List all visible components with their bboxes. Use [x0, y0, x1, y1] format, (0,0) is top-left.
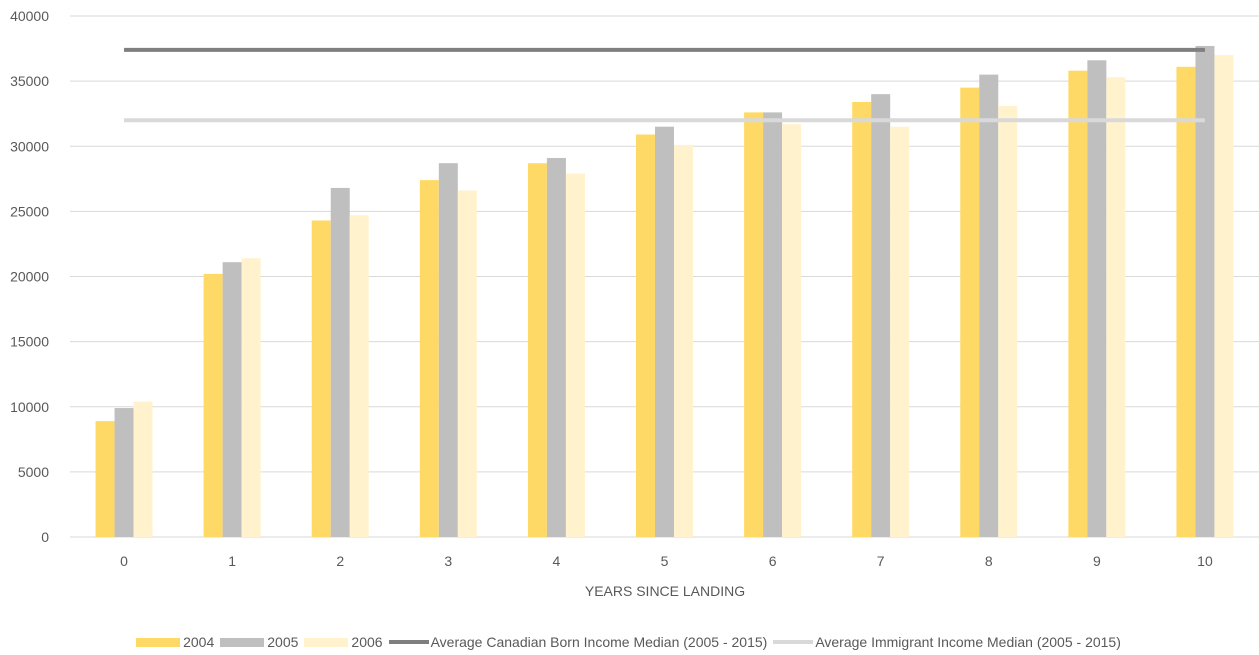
bar-2006-6 [782, 124, 802, 538]
bar-2005-0 [114, 408, 134, 537]
bar-2006-4 [565, 173, 585, 538]
bar-2004-7 [852, 101, 872, 537]
legend-label: Average Immigrant Income Median (2005 - … [815, 634, 1121, 650]
legend-label: 2006 [351, 634, 383, 650]
bar-2004-5 [636, 134, 655, 537]
x-tick-label: 9 [1093, 553, 1101, 569]
bar-2005-9 [1087, 60, 1107, 537]
bar-2004-10 [1176, 66, 1196, 538]
x-axis-title: YEARS SINCE LANDING [585, 583, 745, 599]
bar-2005-3 [438, 163, 458, 537]
legend-item: Average Canadian Born Income Median (200… [388, 634, 768, 650]
x-tick-label: 3 [444, 553, 452, 569]
x-tick-label: 10 [1197, 553, 1213, 569]
y-tick-label: 40000 [10, 8, 49, 24]
x-tick-label: 8 [985, 553, 993, 569]
x-tick-label: 7 [877, 553, 885, 569]
y-tick-label: 35000 [10, 73, 49, 89]
legend-swatch [136, 637, 181, 647]
y-tick-label: 15000 [10, 334, 49, 350]
bar-2006-7 [890, 126, 910, 538]
bar-2006-10 [1214, 55, 1234, 537]
bar-2006-2 [349, 215, 369, 537]
x-tick-label: 4 [553, 553, 561, 569]
bar-2004-9 [1068, 70, 1088, 537]
bar-2005-6 [763, 112, 783, 537]
bar-2005-10 [1195, 45, 1215, 538]
bar-2005-7 [871, 94, 891, 538]
legend-item: 2005 [220, 634, 298, 650]
bar-2004-8 [960, 87, 980, 537]
bar-2004-0 [95, 421, 115, 537]
x-tick-label: 0 [120, 553, 128, 569]
y-tick-label: 10000 [10, 399, 49, 415]
legend: 2004 2005 2006 Average Canadian Born Income… [0, 632, 1259, 652]
y-tick-label: 5000 [18, 464, 49, 480]
bar-2006-3 [457, 190, 477, 537]
bar-2005-5 [655, 126, 674, 538]
bar-2005-2 [330, 187, 350, 537]
bar-2006-0 [133, 401, 153, 537]
legend-swatch [304, 637, 349, 647]
bar-2004-2 [311, 220, 331, 537]
legend-swatch [388, 640, 429, 644]
y-tick-label: 30000 [10, 138, 49, 154]
legend-item: 2006 [304, 634, 383, 650]
y-tick-label: 0 [41, 529, 49, 545]
x-tick-label: 2 [336, 553, 344, 569]
bar-2005-4 [546, 157, 566, 537]
legend-item: 2004 [136, 634, 214, 650]
x-tick-label: 6 [769, 553, 777, 569]
y-tick-label: 25000 [10, 203, 49, 219]
x-tick-label: 5 [661, 553, 669, 569]
bar-2006-5 [674, 144, 693, 537]
bar-2004-6 [744, 112, 764, 537]
chart: 0 5000 10000 15000 20000 25000 30000 35000 40000… [10, 8, 1259, 599]
bar-2006-1 [241, 258, 261, 537]
legend-swatch [773, 640, 814, 644]
y-axis-tick-labels: 0 5000 10000 15000 20000 25000 30000 35000 40000 [10, 8, 49, 545]
legend-label: 2005 [267, 634, 299, 650]
x-tick-label: 1 [228, 553, 236, 569]
bar-2006-8 [998, 105, 1018, 537]
legend-swatch [220, 637, 265, 647]
reference-lines [124, 47, 1205, 123]
bar-2004-3 [419, 180, 439, 538]
legend-label: 2004 [183, 634, 215, 650]
legend-item: Average Immigrant Income Median (2005 - … [773, 634, 1121, 650]
bar-2006-9 [1106, 77, 1126, 537]
bar-2004-4 [527, 163, 547, 537]
y-tick-label: 20000 [10, 269, 49, 285]
bar-2005-8 [979, 74, 999, 538]
x-axis-tick-labels: 0 1 2 3 4 5 6 7 8 9 10 [120, 553, 1213, 569]
legend-label: Average Canadian Born Income Median (200… [430, 634, 768, 650]
bar-2005-1 [222, 262, 242, 537]
bars [95, 45, 1234, 538]
bar-2004-1 [203, 273, 223, 537]
